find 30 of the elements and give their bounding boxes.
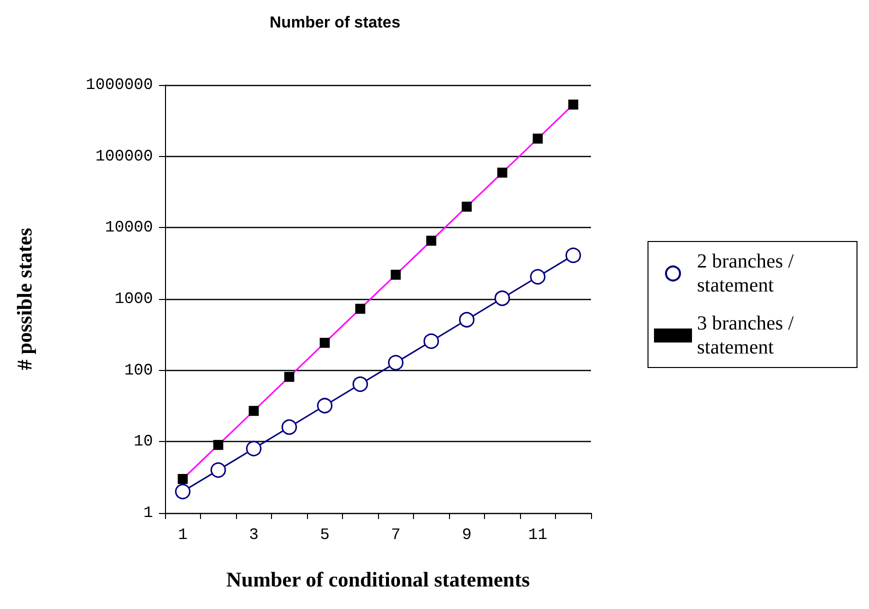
x-tick-label: 3 [248, 526, 259, 544]
point [282, 419, 297, 435]
x-axis-title: Number of conditional statements [226, 568, 530, 592]
y-tick-label: 100 [124, 361, 153, 380]
legend-label: 2 branches / statement [697, 250, 799, 296]
point [459, 312, 474, 328]
point [566, 248, 581, 264]
y-tick-label: 100000 [95, 147, 153, 166]
point [175, 484, 190, 500]
x-tick-label: 1 [178, 526, 188, 544]
x-tick-label: 7 [390, 526, 401, 544]
legend-label: 3 branches / statement [697, 312, 799, 358]
chart-title: Number of states [270, 14, 400, 32]
x-tick-label: 9 [462, 526, 472, 544]
y-axis-title: # possible states [12, 228, 36, 370]
point [317, 398, 332, 414]
y-tick-label: 1000 [114, 290, 153, 308]
point [494, 290, 510, 306]
y-tick-label: 1 [143, 504, 153, 522]
y-tick-label: 10000 [104, 218, 153, 237]
point [352, 376, 368, 392]
point [530, 269, 546, 285]
point [210, 462, 226, 478]
y-tick-label: 10 [134, 432, 153, 451]
point [388, 354, 404, 370]
y-tick-label: 1000000 [86, 76, 153, 94]
point [246, 440, 262, 456]
x-tick-label: 11 [528, 526, 548, 544]
point [424, 333, 439, 349]
x-tick-label: 5 [320, 526, 330, 544]
